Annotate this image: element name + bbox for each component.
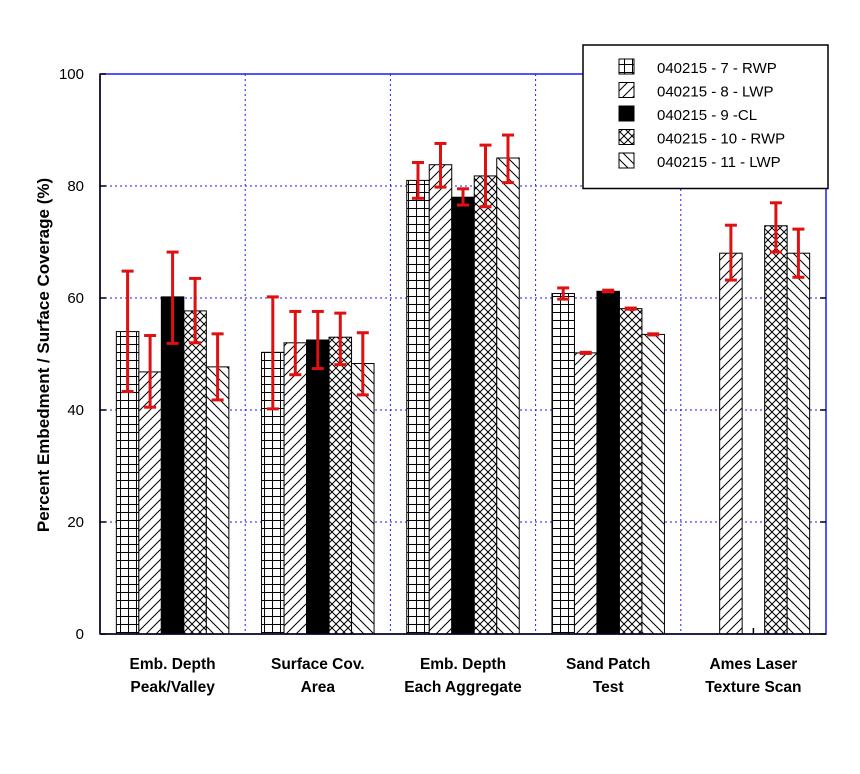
- bar-cat5-series2: [719, 252, 743, 635]
- bars: [115, 157, 811, 635]
- bar-cat2-series3: [306, 339, 330, 635]
- bar-cat4-series4: [618, 308, 643, 635]
- error-bar-cat2-series3: [311, 309, 324, 371]
- error-bar-cat1-series5: [211, 332, 224, 402]
- error-bar-cat1-series3: [166, 250, 179, 345]
- error-bar-cat1-series4: [189, 276, 202, 345]
- error-bar-cat2-series5: [356, 331, 369, 397]
- bar-cat3-series5: [496, 157, 520, 635]
- bar-cat1-series3: [160, 296, 185, 635]
- x-category-label: Ames Laser Texture Scan: [705, 656, 801, 696]
- error-bar-cat3-series3: [457, 187, 469, 207]
- legend-swatch-series5: [618, 152, 635, 169]
- y-tick-label: 100: [59, 66, 84, 83]
- bar-cat5-series4: [764, 225, 788, 635]
- error-bar-cat2-series4: [334, 311, 347, 367]
- bar-cat3-series2: [428, 164, 453, 635]
- bar-cat3-series4: [473, 175, 498, 635]
- bar-cat2-series5: [351, 363, 375, 635]
- bar-cat4-series3: [596, 290, 620, 635]
- error-bar-cat4-series5: [647, 332, 660, 337]
- y-tick-label: 20: [67, 514, 84, 531]
- y-tick-label: 0: [76, 626, 84, 643]
- error-bar-cat5-series5: [792, 227, 805, 279]
- legend-swatch-series4: [618, 129, 635, 145]
- y-axis-label: Percent Embedment / Surface Coverage (%): [34, 178, 53, 532]
- legend-swatch-series2: [618, 82, 635, 98]
- y-tick-label: 60: [67, 290, 84, 307]
- bar-cat5-series5: [786, 252, 811, 635]
- error-bar-cat4-series4: [624, 306, 637, 311]
- error-bars: [121, 133, 805, 411]
- error-bar-cat2-series2: [289, 309, 302, 377]
- error-bar-cat4-series2: [579, 350, 592, 355]
- error-bar-cat1-series1: [121, 269, 134, 394]
- legend-swatch-series3: [618, 105, 635, 122]
- error-bar-cat5-series2: [724, 223, 737, 282]
- x-category-labels: Emb. Depth Peak/Valley Surface Cov. Area Emb…: [130, 628, 802, 696]
- bar-cat4-series5: [641, 333, 665, 635]
- bar-cat2-series2: [283, 342, 308, 635]
- error-bar-cat3-series5: [502, 133, 514, 185]
- legend-label-series3: 040215 - 9 -CL: [657, 107, 757, 124]
- legend: 040215 - 7 - RWP 040215 - 8 - LWP 040215 -…: [582, 44, 829, 190]
- error-bar-cat3-series2: [434, 141, 447, 189]
- error-bar-cat3-series4: [479, 143, 492, 209]
- error-bar-cat5-series4: [769, 201, 782, 254]
- legend-label-series4: 040215 - 10 - RWP: [657, 131, 785, 148]
- bar-cat1-series4: [183, 310, 207, 635]
- x-category-label: Sand Patch Test: [566, 656, 650, 696]
- y-tick-label: 40: [67, 402, 84, 419]
- y-ticks: 0 20 40 60 80 100: [59, 66, 826, 643]
- error-bar-cat4-series3: [602, 288, 615, 294]
- x-category-label: Emb. Depth Peak/Valley: [130, 656, 216, 696]
- bar-cat2-series4: [328, 336, 353, 635]
- error-bar-cat3-series1: [412, 160, 424, 200]
- error-bar-cat1-series2: [144, 334, 157, 409]
- bar-cat4-series1: [551, 293, 575, 635]
- error-bar-cat2-series1: [266, 295, 279, 411]
- x-category-label: Surface Cov. Area: [271, 656, 365, 696]
- bar-cat1-series5: [205, 366, 230, 635]
- bar-cat3-series1: [406, 179, 430, 635]
- bar-cat4-series2: [573, 352, 598, 635]
- error-bar-cat4-series1: [557, 286, 570, 301]
- legend-label-series2: 040215 - 8 - LWP: [657, 84, 773, 101]
- bar-cat1-series2: [138, 371, 162, 635]
- legend-label-series1: 040215 - 7 - RWP: [657, 60, 777, 77]
- legend-label-series5: 040215 - 11 - LWP: [657, 154, 781, 171]
- y-tick-label: 80: [67, 178, 84, 195]
- x-category-label: Emb. Depth Each Aggregate: [404, 656, 522, 696]
- bar-cat3-series3: [451, 196, 475, 635]
- legend-swatch-series1: [618, 58, 635, 75]
